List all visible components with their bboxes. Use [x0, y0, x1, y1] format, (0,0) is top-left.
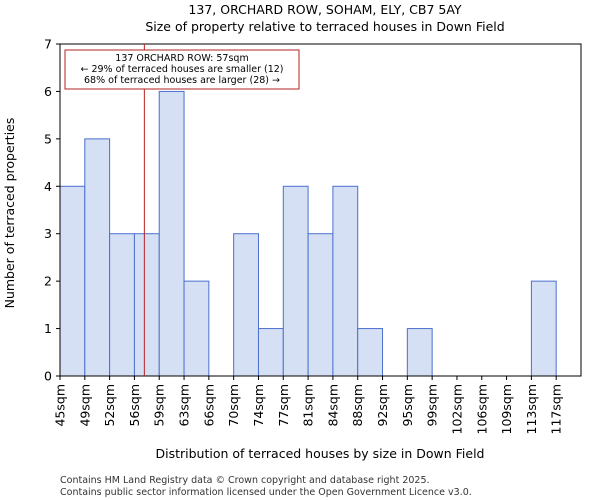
chart-subtitle: Size of property relative to terraced ho…: [145, 19, 504, 34]
annotation-frame: [64, 49, 300, 90]
chart-title: 137, ORCHARD ROW, SOHAM, ELY, CB7 5AY: [188, 2, 462, 17]
x-tick-label-63sqm: 63sqm: [177, 384, 192, 427]
x-tick-label-59sqm: 59sqm: [152, 384, 167, 427]
x-tick-label-77sqm: 77sqm: [276, 384, 291, 427]
annotation-line-2: ← 29% of terraced houses are smaller (12…: [80, 64, 283, 75]
x-tick-label-81sqm: 81sqm: [301, 384, 316, 427]
x-ticks-group: 45sqm 49sqm 52sqm 56sqm 59sqm 63sqm 66sqm 70sqm…: [53, 376, 564, 434]
footer-line-2: Contains public sector information licen…: [60, 487, 472, 498]
x-tick-label-102sqm: 102sqm: [449, 384, 464, 434]
bar-63sqm: [183, 280, 210, 377]
plot-frame: [59, 43, 582, 377]
x-tick-label-113sqm: 113sqm: [524, 384, 539, 434]
bar-70sqm: [233, 233, 259, 377]
y-tick-label: 7: [44, 37, 52, 52]
x-tick-label-66sqm: 66sqm: [201, 384, 216, 427]
bars-group: [59, 90, 557, 377]
x-tick-label-92sqm: 92sqm: [375, 384, 390, 427]
x-tick-label-117sqm: 117sqm: [549, 384, 564, 434]
bar-81sqm: [307, 233, 334, 377]
x-tick-label-88sqm: 88sqm: [350, 384, 365, 427]
x-tick-label-106sqm: 106sqm: [474, 384, 489, 434]
bar-88sqm: [357, 328, 384, 377]
y-tick-label: 0: [44, 369, 52, 384]
bar-45sqm: [59, 185, 86, 377]
annotation-box: 137 ORCHARD ROW: 57sqm ← 29% of terraced…: [64, 49, 300, 90]
bar-52sqm: [109, 233, 135, 377]
y-tick-label: 5: [44, 131, 52, 146]
footer-line-1: Contains HM Land Registry data © Crown c…: [60, 475, 430, 486]
x-tick-label-109sqm: 109sqm: [499, 384, 514, 434]
bar-84sqm: [332, 185, 359, 377]
annotation-line-3: 68% of terraced houses are larger (28) →: [84, 75, 280, 86]
y-tick-label: 1: [44, 321, 52, 336]
x-tick-label-99sqm: 99sqm: [425, 384, 440, 427]
bar-74sqm: [257, 328, 284, 377]
bar-95sqm: [406, 328, 433, 377]
y-tick-label: 6: [44, 84, 52, 99]
y-tick-label: 4: [44, 179, 52, 194]
x-axis-label: Distribution of terraced houses by size …: [155, 446, 484, 461]
x-tick-label-56sqm: 56sqm: [127, 384, 142, 427]
x-tick-label-95sqm: 95sqm: [400, 384, 415, 427]
x-tick-label-45sqm: 45sqm: [53, 384, 68, 427]
annotation-line-1: 137 ORCHARD ROW: 57sqm: [115, 53, 248, 64]
x-tick-label-49sqm: 49sqm: [77, 384, 92, 427]
bar-49sqm: [84, 138, 111, 377]
bar-56sqm: [133, 233, 160, 377]
x-tick-label-84sqm: 84sqm: [325, 384, 340, 427]
x-tick-label-74sqm: 74sqm: [251, 384, 266, 427]
y-axis-label: Number of terraced properties: [2, 118, 17, 309]
y-ticks-group: 0 1 2 3 4 5 6 7: [44, 37, 60, 384]
x-tick-label-70sqm: 70sqm: [226, 384, 241, 427]
y-tick-label: 3: [44, 226, 52, 241]
bar-59sqm: [158, 90, 185, 377]
y-tick-label: 2: [44, 274, 52, 289]
bar-77sqm: [282, 185, 309, 377]
x-tick-label-52sqm: 52sqm: [102, 384, 117, 427]
bar-113sqm: [530, 280, 557, 377]
